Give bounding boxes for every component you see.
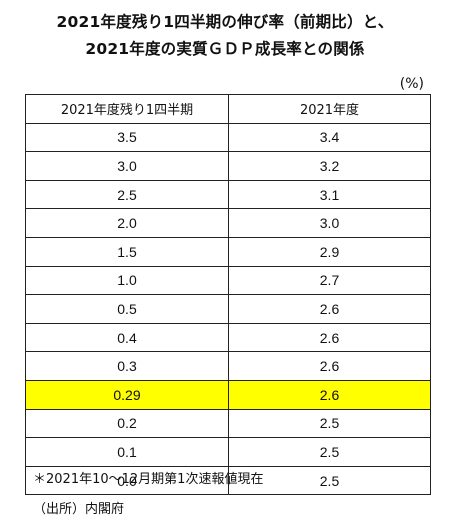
cell-fiscal-year-growth: 2.7 bbox=[228, 265, 431, 296]
cell-quarter-growth: 0.5 bbox=[25, 294, 229, 324]
cell-fiscal-year-growth: 2.6 bbox=[228, 379, 431, 410]
chart-title-line2: 2021年度の実質ＧＤＰ成長率との関係 bbox=[85, 40, 365, 58]
unit-label: (%) bbox=[399, 76, 424, 92]
chart-title-line1: 2021年度残り1四半期の伸び率（前期比）と、 bbox=[56, 13, 394, 31]
cell-fiscal-year-growth: 2.5 bbox=[228, 408, 431, 439]
cell-quarter-growth: 0.3 bbox=[25, 351, 229, 381]
column-header-quarter: 2021年度残り1四半期 bbox=[25, 94, 229, 124]
cell-fiscal-year-growth: 2.5 bbox=[228, 465, 431, 496]
table-row: 2.5 3.1 bbox=[25, 179, 431, 210]
table-row: 0.29 2.6 bbox=[25, 379, 431, 410]
source-note: （出所）内閣府 bbox=[33, 502, 125, 517]
footnote: ＊2021年10～12月期第1次速報値現在 bbox=[33, 472, 264, 487]
cell-quarter-growth: 3.0 bbox=[25, 151, 229, 181]
table-row: 3.0 3.2 bbox=[25, 151, 431, 181]
cell-quarter-growth: 3.5 bbox=[25, 122, 229, 153]
column-header-fiscal-year: 2021年度 bbox=[228, 94, 431, 124]
cell-fiscal-year-growth: 3.0 bbox=[228, 208, 431, 238]
cell-quarter-growth: 0.1 bbox=[25, 437, 229, 467]
table-body: 3.5 3.4 3.0 3.2 2.5 3.1 2.0 3.0 1.5 2.9 1.0 2.7 0.5 2… bbox=[25, 122, 431, 496]
cell-fiscal-year-growth: 2.6 bbox=[228, 294, 431, 324]
table-row: 0.4 2.6 bbox=[25, 322, 431, 353]
cell-quarter-growth: 2.0 bbox=[25, 208, 229, 238]
cell-fiscal-year-growth: 3.4 bbox=[228, 122, 431, 153]
table-row: 1.0 2.7 bbox=[25, 265, 431, 296]
cell-fiscal-year-growth: 2.9 bbox=[228, 236, 431, 267]
cell-quarter-growth: 0.0 bbox=[25, 465, 229, 496]
table-row: 0.1 2.5 bbox=[25, 437, 431, 467]
cell-fiscal-year-growth: 3.2 bbox=[228, 151, 431, 181]
data-table: 2021年度残り1四半期 2021年度 3.5 3.4 3.0 3.2 2.5 3.1 2.… bbox=[25, 94, 431, 496]
cell-quarter-growth: 1.0 bbox=[25, 265, 229, 296]
cell-quarter-growth: 0.2 bbox=[25, 408, 229, 439]
table-row: 0.3 2.6 bbox=[25, 351, 431, 381]
table-row: 0.5 2.6 bbox=[25, 294, 431, 324]
table-row: 2.0 3.0 bbox=[25, 208, 431, 238]
header-row: 2021年度残り1四半期 2021年度 bbox=[25, 94, 431, 124]
cell-fiscal-year-growth: 3.1 bbox=[228, 179, 431, 210]
cell-fiscal-year-growth: 2.5 bbox=[228, 437, 431, 467]
cell-quarter-growth: 0.4 bbox=[25, 322, 229, 353]
table-row: 0.2 2.5 bbox=[25, 408, 431, 439]
cell-quarter-growth: 1.5 bbox=[25, 236, 229, 267]
table-row: 0.0 2.5 bbox=[25, 465, 431, 496]
table-row: 1.5 2.9 bbox=[25, 236, 431, 267]
cell-quarter-growth: 0.29 bbox=[25, 379, 229, 410]
cell-quarter-growth: 2.5 bbox=[25, 179, 229, 210]
cell-fiscal-year-growth: 2.6 bbox=[228, 322, 431, 353]
table-row: 3.5 3.4 bbox=[25, 122, 431, 153]
cell-fiscal-year-growth: 2.6 bbox=[228, 351, 431, 381]
